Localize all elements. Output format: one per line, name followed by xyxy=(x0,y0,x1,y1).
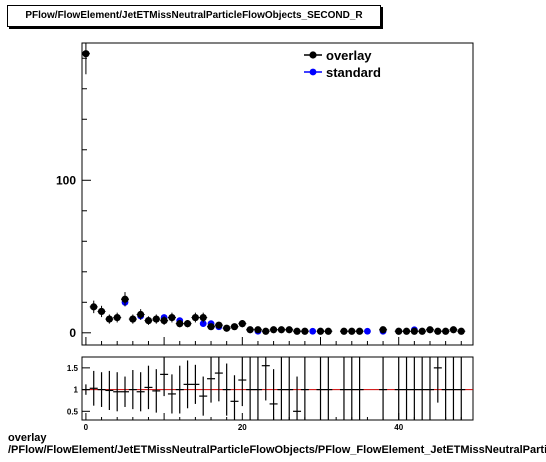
legend-overlay-label: overlay xyxy=(326,48,372,63)
overlay-point xyxy=(129,315,137,323)
overlay-point xyxy=(121,295,129,303)
overlay-point xyxy=(246,326,254,334)
overlay-point xyxy=(285,326,293,334)
overlay-point xyxy=(340,327,348,335)
ratio-y-tick-label: 1 xyxy=(74,386,79,395)
ratio-x-tick-label: 0 xyxy=(84,423,89,432)
overlay-point xyxy=(277,326,286,334)
overlay-point xyxy=(418,327,426,335)
overlay-point xyxy=(356,327,364,335)
overlay-point xyxy=(316,327,325,335)
overlay-point xyxy=(137,310,145,319)
overlay-point xyxy=(457,327,465,335)
overlay-point xyxy=(293,327,301,335)
standard-point xyxy=(199,320,207,328)
overlay-point xyxy=(324,327,332,335)
y-tick-label: 100 xyxy=(56,173,76,187)
overlay-point xyxy=(199,313,207,322)
overlay-point xyxy=(442,327,450,335)
overlay-point xyxy=(191,313,199,322)
standard-point xyxy=(309,327,317,335)
legend-overlay-marker xyxy=(309,51,317,59)
main-plot-frame xyxy=(81,42,474,346)
ratio-x-tick-label: 20 xyxy=(238,423,247,432)
overlay-point xyxy=(426,326,434,334)
ratio-x-tick-label: 40 xyxy=(394,423,403,432)
overlay-point xyxy=(473,328,480,335)
overlay-point xyxy=(168,313,176,322)
legend-standard-label: standard xyxy=(326,65,381,80)
overlay-point xyxy=(395,327,403,335)
overlay-point xyxy=(449,326,458,334)
overlay-point xyxy=(97,307,106,316)
ratio-y-tick-label: 0.5 xyxy=(67,407,79,416)
footer-line-1: overlay xyxy=(8,432,47,444)
overlay-point xyxy=(379,326,387,334)
overlay-point xyxy=(183,320,192,328)
ratio-plot-frame xyxy=(81,356,474,421)
overlay-point xyxy=(410,327,418,335)
ratio-y-tick-label: 1.5 xyxy=(67,364,79,373)
overlay-point xyxy=(434,327,442,335)
y-tick-label: 0 xyxy=(69,326,76,340)
overlay-point xyxy=(105,315,113,323)
footer-caption: overlay /PFlow/FlowElement/JetETMissNeut… xyxy=(8,432,546,456)
overlay-point xyxy=(254,326,262,334)
overlay-point xyxy=(402,327,411,335)
overlay-point xyxy=(238,320,246,328)
overlay-point xyxy=(160,316,168,325)
overlay-point xyxy=(90,303,98,311)
overlay-point xyxy=(262,327,270,335)
legend-standard-marker xyxy=(309,68,317,76)
standard-point xyxy=(364,327,371,335)
overlay-point xyxy=(269,326,278,334)
overlay-point xyxy=(144,316,153,325)
overlay-point xyxy=(223,324,231,332)
chart-title: PFlow/FlowElement/JetETMissNeutralPartic… xyxy=(7,5,381,27)
footer-line-2: /PFlow/FlowElement/JetETMissNeutralParti… xyxy=(8,444,546,456)
overlay-point xyxy=(215,321,223,329)
overlay-point xyxy=(301,327,309,335)
overlay-point xyxy=(82,50,90,58)
overlay-point xyxy=(152,315,160,323)
overlay-point xyxy=(113,313,121,322)
overlay-point xyxy=(348,327,356,335)
overlay-point xyxy=(176,320,184,328)
overlay-point xyxy=(207,323,215,331)
overlay-point xyxy=(230,323,239,331)
